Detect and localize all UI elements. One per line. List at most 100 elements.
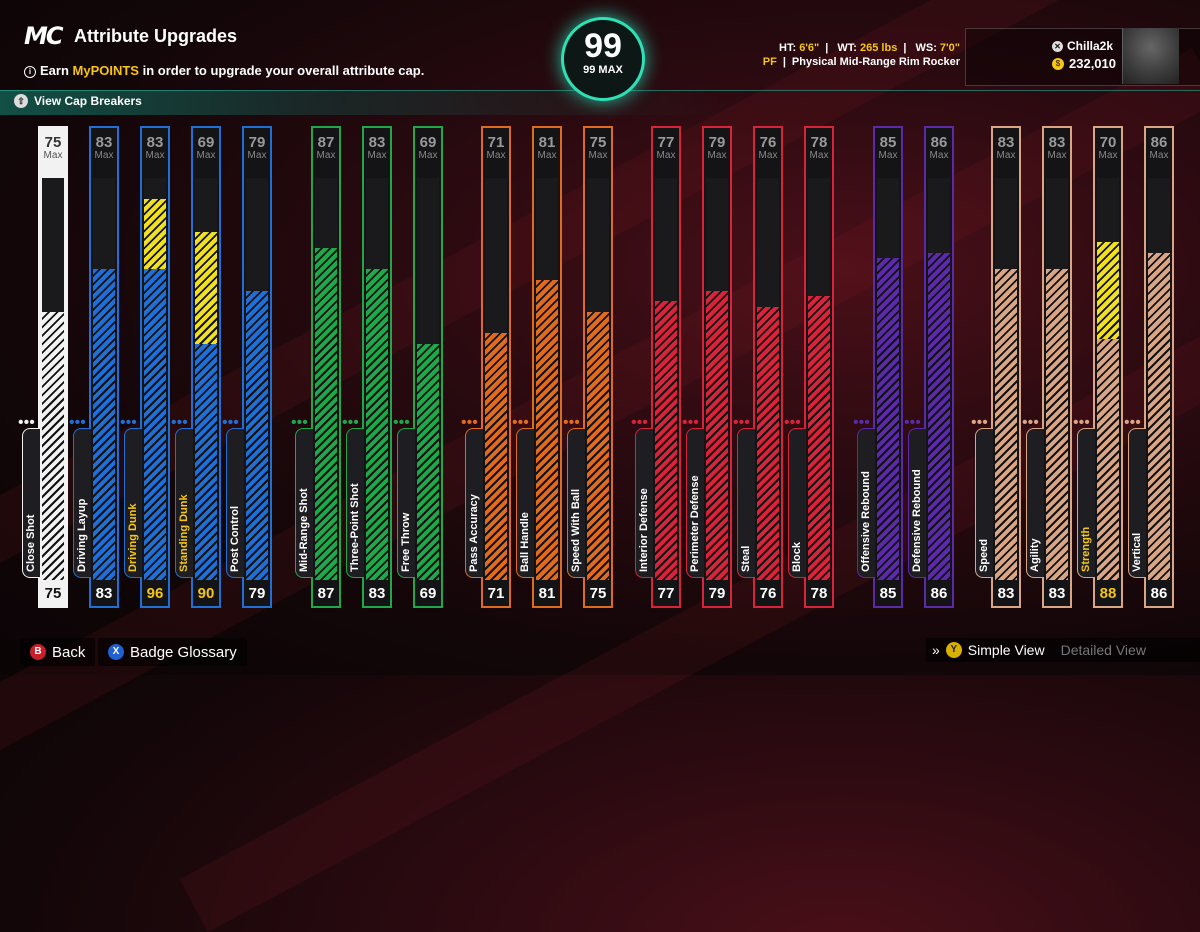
attribute-current-value: 69 (419, 585, 437, 602)
attribute-bar-driving-layup[interactable]: 83 Max 83 (89, 126, 119, 608)
attribute-max-value: 83 (997, 134, 1015, 151)
attribute-current-value: 83 (1048, 585, 1066, 602)
attribute-label-tab (635, 428, 653, 578)
attribute-dots: ••• (1022, 414, 1039, 431)
attribute-bar-strength[interactable]: 70 Max 88 (1093, 126, 1123, 608)
attribute-name-label: Mid-Range Shot (298, 488, 310, 572)
attribute-max-value: 78 (810, 134, 828, 151)
attribute-bar-perimeter-defense[interactable]: 79 Max 79 (702, 126, 732, 608)
b-button-icon: B (30, 644, 46, 660)
attribute-max-value: 70 (1099, 134, 1117, 151)
height-value: 6'6" (799, 42, 820, 54)
xbox-icon: ✕ (1052, 40, 1063, 52)
badge-glossary-button[interactable]: X Badge Glossary (98, 638, 247, 666)
attribute-fill (485, 333, 507, 580)
attribute-track (1097, 178, 1119, 580)
attribute-track (757, 178, 779, 580)
attribute-dots: ••• (904, 414, 921, 431)
view-toggle[interactable]: » Y Simple View Detailed View (926, 638, 1200, 662)
attribute-label-tab (686, 428, 704, 578)
attribute-current-value: 86 (1150, 585, 1168, 602)
attribute-dots: ••• (682, 414, 699, 431)
back-label: Back (52, 643, 86, 661)
attribute-current-value: 90 (197, 585, 215, 602)
attribute-bar-pass-accuracy[interactable]: 71 Max 71 (481, 126, 511, 608)
attribute-max-value: 69 (419, 134, 437, 151)
attribute-max-label: Max (247, 150, 267, 161)
attribute-bar-post-control[interactable]: 79 Max 79 (242, 126, 272, 608)
attribute-max-label: Max (996, 150, 1016, 161)
attribute-dots: ••• (853, 414, 870, 431)
badge-glossary-label: Badge Glossary (130, 643, 237, 661)
attribute-current-value: 76 (759, 585, 777, 602)
attribute-fill (655, 301, 677, 580)
attribute-bar-close-shot[interactable]: 75 Max 75 (38, 126, 68, 608)
back-button[interactable]: B Back (20, 638, 96, 666)
attribute-label-tab (226, 428, 244, 578)
attribute-bar-vertical[interactable]: 86 Max 86 (1144, 126, 1174, 608)
vc-balance: $ 232,010 (1052, 56, 1116, 71)
attribute-fill (144, 269, 166, 580)
attribute-fill (366, 269, 388, 580)
attribute-max-label: Max (486, 150, 506, 161)
attribute-bar-driving-dunk[interactable]: 83 Max 96 (140, 126, 170, 608)
player-measurements: HT: 6'6" | WT: 265 lbs | WS: 7'0" (779, 42, 960, 54)
attribute-max-label: Max (1047, 150, 1067, 161)
attribute-bar-block[interactable]: 78 Max 78 (804, 126, 834, 608)
wingspan-value: 7'0" (939, 42, 960, 54)
attribute-label-tab (788, 428, 806, 578)
attribute-bar-speed[interactable]: 83 Max 83 (991, 126, 1021, 608)
attribute-track (655, 178, 677, 580)
attribute-max-value: 79 (708, 134, 726, 151)
attribute-bar-mid-range-shot[interactable]: 87 Max 87 (311, 126, 341, 608)
overall-rating-value: 99 (584, 27, 622, 65)
attribute-name-label: Block (791, 542, 803, 572)
attribute-max-value: 83 (146, 134, 164, 151)
attribute-bar-defensive-rebound[interactable]: 86 Max 86 (924, 126, 954, 608)
attribute-max-label: Max (878, 150, 898, 161)
y-button-icon: Y (945, 642, 962, 658)
attribute-fill (536, 280, 558, 580)
attribute-dots: ••• (342, 414, 359, 431)
simple-view-option[interactable]: Simple View (967, 642, 1045, 658)
attribute-bar-speed-with-ball[interactable]: 75 Max 75 (583, 126, 613, 608)
attribute-max-label: Max (145, 150, 165, 161)
attribute-bar-agility[interactable]: 83 Max 83 (1042, 126, 1072, 608)
view-cap-breakers-button[interactable]: ⇧ View Cap Breakers (14, 94, 142, 108)
attribute-dots: ••• (222, 414, 239, 431)
attribute-track (366, 178, 388, 580)
attribute-label-tab (22, 428, 40, 578)
attribute-fill (587, 312, 609, 580)
attribute-bar-offensive-rebound[interactable]: 85 Max 85 (873, 126, 903, 608)
attribute-max-label: Max (196, 150, 216, 161)
attribute-fill (928, 253, 950, 580)
attribute-label-tab (397, 428, 415, 578)
attribute-bar-interior-defense[interactable]: 77 Max 77 (651, 126, 681, 608)
attribute-dots: ••• (69, 414, 86, 431)
detailed-view-option[interactable]: Detailed View (1060, 642, 1146, 658)
attribute-bar-ball-handle[interactable]: 81 Max 81 (532, 126, 562, 608)
vc-coin-icon: $ (1052, 57, 1064, 70)
attribute-name-label: Speed (978, 538, 990, 572)
attribute-bar-steal[interactable]: 76 Max 76 (753, 126, 783, 608)
attribute-fill (42, 312, 64, 580)
attribute-dots: ••• (18, 414, 35, 431)
attribute-bar-free-throw[interactable]: 69 Max 69 (413, 126, 443, 608)
attribute-dots: ••• (971, 414, 988, 431)
overall-max-label: 99 MAX (583, 64, 623, 76)
attribute-track (808, 178, 830, 580)
attribute-name-label: Ball Handle (519, 512, 531, 572)
attribute-max-value: 86 (930, 134, 948, 151)
attribute-current-value: 83 (997, 585, 1015, 602)
attribute-fill (1046, 269, 1068, 580)
attribute-name-label: Offensive Rebound (860, 471, 872, 572)
attribute-bar-three-point-shot[interactable]: 83 Max 83 (362, 126, 392, 608)
attribute-bar-standing-dunk[interactable]: 69 Max 90 (191, 126, 221, 608)
attribute-name-label: Standing Dunk (178, 494, 190, 572)
attribute-max-label: Max (367, 150, 387, 161)
mypoints-highlight: MyPOINTS (72, 63, 139, 78)
attribute-track (485, 178, 507, 580)
attribute-dots: ••• (631, 414, 648, 431)
attribute-name-label: Steal (740, 545, 752, 572)
attribute-dots: ••• (461, 414, 478, 431)
